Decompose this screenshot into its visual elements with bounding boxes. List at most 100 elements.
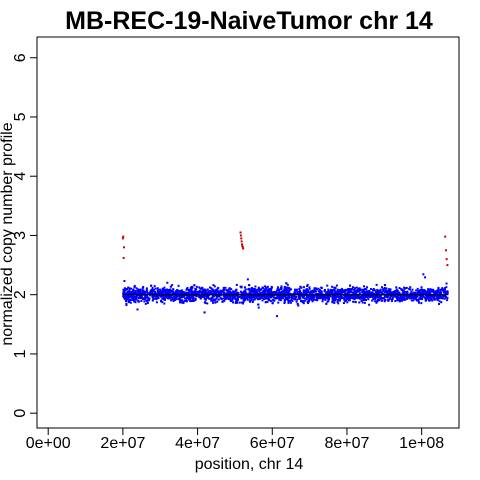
data-point: [334, 286, 337, 289]
data-point: [192, 296, 195, 299]
data-point: [363, 290, 366, 293]
data-point: [232, 296, 235, 299]
data-point: [369, 291, 372, 294]
data-point: [417, 298, 420, 301]
data-point: [338, 299, 341, 302]
data-point: [235, 297, 238, 300]
data-point: [286, 290, 289, 293]
data-point: [177, 284, 180, 287]
data-point: [343, 295, 346, 298]
data-point: [297, 304, 300, 307]
data-point: [246, 298, 249, 301]
data-point: [179, 301, 182, 304]
data-point: [284, 291, 287, 294]
data-point: [323, 288, 326, 291]
data-point: [340, 292, 343, 295]
data-point: [161, 287, 164, 290]
data-point: [376, 290, 379, 293]
data-point: [321, 300, 324, 303]
data-point: [366, 286, 369, 289]
data-point: [263, 290, 266, 293]
data-point: [324, 298, 327, 301]
data-point: [147, 299, 150, 302]
data-point: [193, 299, 196, 302]
data-point: [287, 290, 290, 293]
data-point: [300, 299, 303, 302]
data-point: [362, 298, 365, 301]
data-point: [266, 290, 269, 293]
data-point: [145, 299, 148, 302]
data-point: [397, 299, 400, 302]
data-point: [208, 297, 211, 300]
data-point: [297, 294, 300, 297]
data-point: [374, 297, 377, 300]
data-point: [152, 290, 155, 293]
data-point: [177, 295, 180, 298]
data-point: [136, 292, 139, 295]
data-point: [201, 289, 204, 292]
data-point: [421, 290, 424, 293]
data-point: [236, 297, 239, 300]
data-point: [187, 289, 190, 292]
data-point: [340, 295, 343, 298]
data-point: [435, 297, 438, 300]
data-point: [371, 299, 374, 302]
data-point: [361, 298, 364, 301]
data-point: [366, 293, 369, 296]
data-point: [240, 294, 243, 297]
data-point: [399, 297, 402, 300]
data-point: [432, 294, 435, 297]
data-point: [445, 286, 448, 289]
data-point: [236, 294, 239, 297]
data-point: [375, 295, 378, 298]
data-point: [383, 295, 386, 298]
data-point: [420, 296, 423, 299]
data-point: [290, 298, 293, 301]
data-point: [345, 296, 348, 299]
data-point: [252, 298, 255, 301]
data-point: [131, 298, 134, 301]
data-point: [212, 290, 215, 293]
data-point: [383, 294, 386, 297]
data-point: [305, 290, 308, 293]
data-point: [289, 301, 292, 304]
data-point: [203, 292, 206, 295]
data-point: [195, 285, 198, 288]
data-point: [217, 298, 220, 301]
data-point: [189, 289, 192, 292]
data-point: [219, 292, 222, 295]
data-point: [124, 298, 127, 301]
data-point: [396, 291, 399, 294]
data-point: [213, 285, 216, 288]
data-point: [209, 293, 212, 296]
data-point: [184, 299, 187, 302]
y-axis-label: normalized copy number profile: [0, 122, 16, 345]
data-point: [352, 295, 355, 298]
data-point: [193, 284, 196, 287]
data-point: [208, 286, 211, 289]
data-point: [259, 288, 262, 291]
data-point: [186, 294, 189, 297]
data-point: [167, 292, 170, 295]
data-point: [329, 290, 332, 293]
data-point: [160, 300, 163, 303]
data-point: [268, 291, 271, 294]
data-point: [210, 299, 213, 302]
data-point: [334, 294, 337, 297]
y-tick-label: 2: [12, 290, 29, 299]
data-point: [253, 288, 256, 291]
data-point: [172, 290, 175, 293]
data-point: [408, 294, 411, 297]
data-point: [164, 298, 167, 301]
data-point: [266, 285, 269, 288]
data-point: [437, 289, 440, 292]
data-point: [127, 294, 130, 297]
data-point: [145, 287, 148, 290]
data-point: [337, 302, 340, 305]
data-point: [263, 289, 266, 292]
data-point: [162, 296, 165, 299]
data-point: [215, 288, 218, 291]
data-point: [314, 290, 317, 293]
data-point: [269, 299, 272, 302]
data-point: [312, 294, 315, 297]
